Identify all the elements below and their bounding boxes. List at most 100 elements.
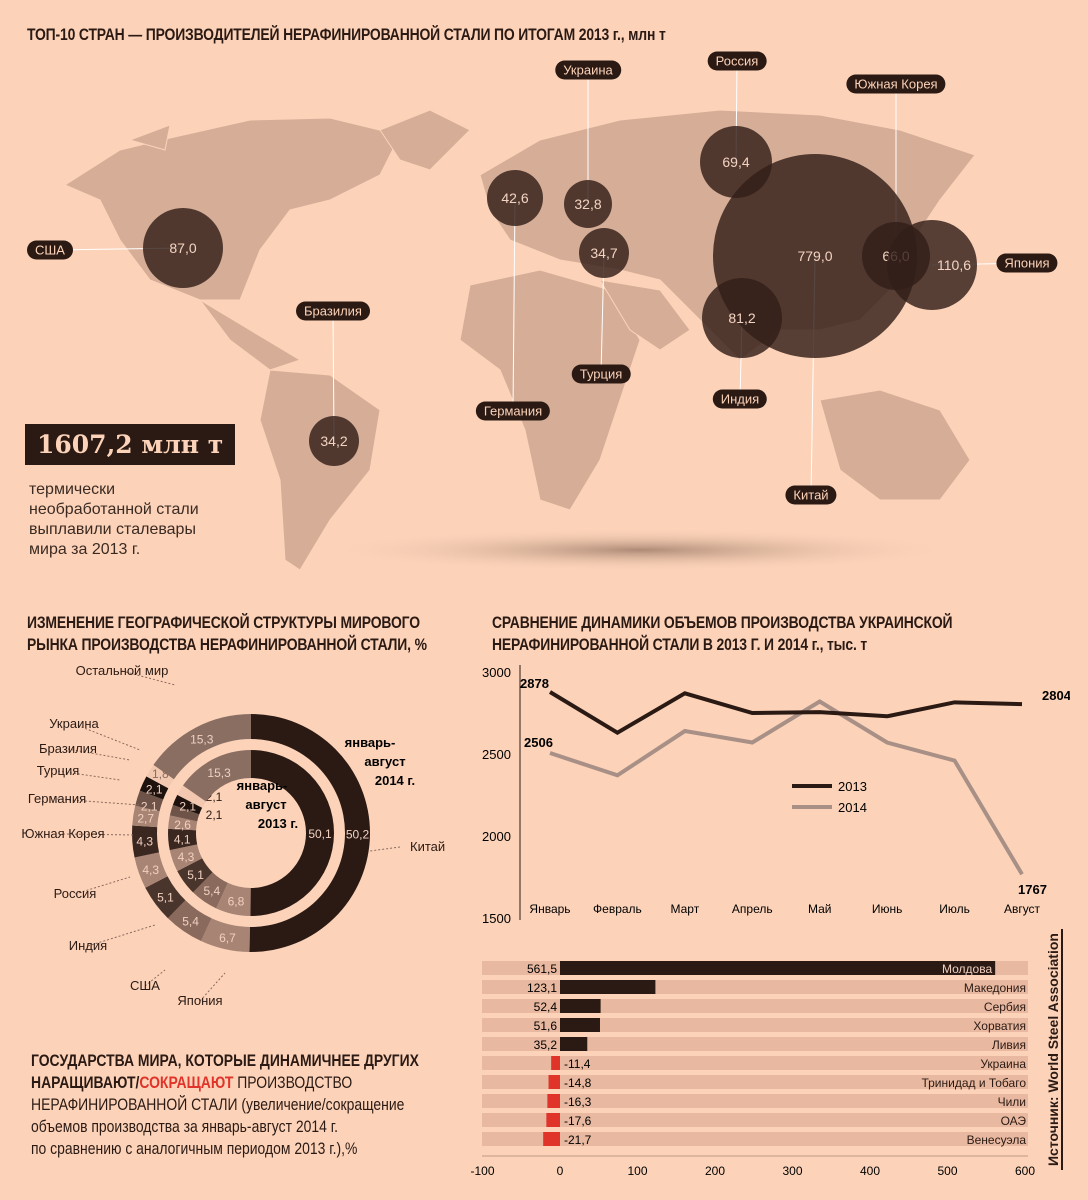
data-annotation: 2804 (1042, 688, 1070, 703)
bar-track (482, 1018, 1028, 1032)
x-tick-label: 400 (860, 1164, 880, 1178)
production-circle: 34,2 (309, 416, 359, 466)
bar-value-label: 561,5 (527, 962, 557, 976)
segment-label: 2,1 (141, 800, 158, 814)
bar-title-grow: НАРАЩИВАЮТ (31, 1073, 136, 1092)
donut-segment (132, 825, 160, 858)
y-tick-label: 3000 (482, 665, 511, 680)
x-tick-label: -100 (470, 1164, 494, 1178)
leader-line (57, 770, 121, 781)
line-chart: 3000 2500 2000 1500 Январь Февраль Март Апрель М… (482, 665, 1070, 926)
segment-label: 50,1 (308, 827, 332, 841)
line-title: СРАВНЕНИЕ ДИНАМИКИ ОБЪЕМОВ ПРОИЗВОДСТВА … (492, 613, 953, 654)
ring-gap (159, 741, 343, 925)
country-label: Южная Корея (846, 74, 946, 94)
desc-line: мира за 2013 г. (29, 541, 141, 558)
x-tick-label: Январь (529, 902, 570, 916)
production-circle: 81,2 (702, 278, 782, 358)
donut-segment (177, 785, 206, 808)
country-label: Германия (475, 401, 551, 421)
bar-track (482, 1075, 1028, 1089)
segment-label: 2,1 (206, 808, 223, 822)
leader-line (67, 748, 131, 761)
segment-label: 4,1 (174, 832, 191, 846)
data-annotation: 2506 (524, 735, 553, 750)
x-tick-label: Февраль (593, 902, 642, 916)
inner-ring-label: август (245, 797, 286, 812)
donut-category-label: Россия (54, 886, 97, 901)
legend-label: 2013 (838, 779, 867, 794)
x-tick-label: Март (670, 902, 699, 916)
bar (543, 1132, 560, 1146)
x-tick-label: 200 (705, 1164, 725, 1178)
outer-ring-label: январь- (345, 735, 396, 750)
bar-track (482, 1037, 1028, 1051)
bar-title-slash: / (135, 1073, 140, 1092)
leader-line (121, 670, 176, 686)
donut-category-label: США (130, 978, 160, 993)
bar-title-line: ГОСУДАРСТВА МИРА, КОТОРЫЕ ДИНАМИЧНЕЕ ДРУ… (31, 1051, 419, 1070)
bar (560, 1018, 600, 1032)
segment-label: 4,3 (178, 850, 195, 864)
segment-label: 5,1 (187, 868, 204, 882)
bar (560, 961, 996, 975)
donut-segment (216, 882, 251, 916)
bar-chart: 561,5 Молдова 123,1 Македония 52,4 Сербия 51,6… (470, 961, 1035, 1178)
country-label: Россия (707, 51, 767, 71)
data-annotation: 1767 (1018, 882, 1047, 897)
donut-segment (182, 750, 251, 802)
production-circle: 34,7 (579, 228, 629, 278)
donut-segment (193, 872, 228, 909)
bar (548, 1075, 560, 1089)
bar-title-line: по сравнению с аналогичным периодом 2013… (31, 1139, 358, 1158)
donut-segment (168, 828, 198, 851)
total-production: 1607,2 млн т (25, 424, 236, 465)
bar-category-label: Ливия (992, 1038, 1026, 1052)
bar-value-label: -17,6 (564, 1114, 592, 1128)
donut-category-label: Южная Корея (21, 826, 104, 841)
donut-segment (135, 790, 164, 812)
bar-value-label: 52,4 (534, 1000, 558, 1014)
segment-label: 15,3 (190, 733, 214, 747)
x-tick-label: Апрель (732, 902, 773, 916)
segment-label: 6,7 (219, 931, 236, 945)
x-tick-label: Август (1004, 902, 1041, 916)
donut-category-label: Германия (28, 791, 86, 806)
bar-category-label: Хорватия (973, 1019, 1026, 1033)
production-circle: 42,6 (487, 170, 543, 226)
country-label: США (27, 240, 73, 260)
leader-line (62, 833, 136, 836)
country-label: Япония (996, 253, 1058, 273)
bar-value-label: 51,6 (534, 1019, 558, 1033)
leader-line (369, 846, 401, 852)
legend-label: 2014 (838, 800, 867, 815)
bar-category-label: Венесуэла (967, 1133, 1027, 1147)
segment-label: 15,3 (207, 766, 231, 780)
donut-segment (177, 858, 213, 893)
bar-title-shrink: СОКРАЩАЮТ (139, 1073, 234, 1092)
production-circle: 110,6 (887, 220, 977, 310)
donut-segment (139, 776, 169, 800)
bar-value-label: 35,2 (534, 1038, 558, 1052)
segment-label: 6,8 (228, 894, 245, 908)
x-tick-label: Май (808, 902, 832, 916)
x-tick-label: 100 (627, 1164, 647, 1178)
bar-track (482, 1113, 1028, 1127)
bar-track (482, 1094, 1028, 1108)
donut-segment (167, 900, 212, 941)
bar (560, 1037, 588, 1051)
series-line-2014 (549, 699, 1024, 876)
desc-line: термически (29, 481, 116, 498)
segment-label: 4,3 (142, 863, 159, 877)
bar (560, 999, 601, 1013)
bar-track (482, 1056, 1028, 1070)
map-shadow (320, 528, 960, 572)
bar-category-label: Чили (998, 1095, 1026, 1109)
country-label: Китай (785, 485, 837, 505)
bar-category-label: Украина (980, 1057, 1026, 1071)
bar (547, 1094, 560, 1108)
donut-segment (169, 844, 203, 872)
bar-value-label: -21,7 (564, 1133, 592, 1147)
bar-title: ГОСУДАРСТВА МИРА, КОТОРЫЕ ДИНАМИЧНЕЕ ДРУ… (31, 1050, 490, 1160)
inner-ring-label: 2013 г. (258, 816, 298, 831)
